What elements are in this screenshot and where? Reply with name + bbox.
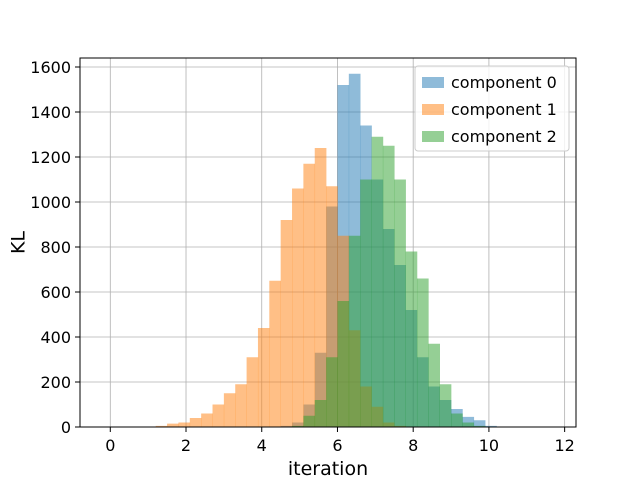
histogram-bar <box>439 384 452 427</box>
histogram-bar <box>167 423 179 427</box>
legend-label: component 2 <box>451 127 557 146</box>
x-axis-label: iteration <box>288 458 368 480</box>
histogram-bar <box>292 188 304 427</box>
x-tick-label: 10 <box>479 436 499 455</box>
histogram-bar <box>178 422 191 427</box>
histogram-bar <box>269 280 281 427</box>
x-tick-label: 6 <box>332 436 342 455</box>
legend-swatch <box>422 77 444 88</box>
histogram-bar <box>189 418 202 427</box>
histogram-bar <box>451 413 463 427</box>
y-tick-label: 1600 <box>30 58 71 77</box>
histogram-bar <box>314 400 327 427</box>
histogram-bar <box>292 425 304 427</box>
legend: component 0 component 1 component 2 <box>414 65 570 152</box>
histogram-bar <box>246 357 259 427</box>
histogram-bar <box>394 179 406 427</box>
histogram-bar <box>337 301 350 427</box>
histogram-bar <box>223 393 236 427</box>
histogram-bar <box>405 251 418 427</box>
histogram-bar <box>314 148 327 427</box>
histogram-bar <box>280 220 293 427</box>
y-tick-label: 1400 <box>30 103 71 122</box>
histogram-bar <box>473 425 486 427</box>
x-tick-label: 12 <box>554 436 574 455</box>
histogram-bar <box>212 404 225 427</box>
histogram-bar <box>201 413 213 427</box>
histogram-bar <box>303 415 316 427</box>
histogram-bar <box>371 136 384 427</box>
histogram-bar <box>485 425 497 427</box>
histogram-bar <box>462 416 475 427</box>
y-tick-label: 1000 <box>30 193 71 212</box>
legend-item: component 1 <box>422 100 557 119</box>
histogram-bar <box>155 425 168 427</box>
legend-box <box>414 65 570 152</box>
axis-ticks: 0 2 4 6 8 10 12 0 200 400 600 800 1000 1200 1400 1600 <box>30 58 575 455</box>
histogram-bars <box>155 73 497 427</box>
legend-swatch <box>422 131 444 142</box>
histogram-bar <box>235 384 247 427</box>
y-tick-label: 0 <box>61 418 71 437</box>
x-tick-label: 4 <box>257 436 267 455</box>
series-2-bars <box>292 136 486 427</box>
y-tick-label: 400 <box>40 328 71 347</box>
histogram-bar <box>462 422 475 427</box>
y-tick-label: 600 <box>40 283 71 302</box>
histogram-bar <box>303 163 316 427</box>
legend-item: component 2 <box>422 127 557 146</box>
histogram-bar <box>473 420 486 427</box>
x-tick-label: 0 <box>105 436 115 455</box>
histogram-bar <box>382 145 395 427</box>
legend-label: component 0 <box>451 73 557 92</box>
y-tick-label: 1200 <box>30 148 71 167</box>
histogram-bar <box>428 343 440 427</box>
histogram-bar <box>326 357 338 427</box>
histogram-bar <box>257 328 270 427</box>
x-tick-label: 2 <box>181 436 191 455</box>
y-tick-label: 200 <box>40 373 71 392</box>
plot-frame <box>79 57 577 428</box>
y-axis-label: KL <box>8 231 30 254</box>
histogram-bar <box>360 179 372 427</box>
histogram-bar <box>416 278 429 427</box>
legend-label: component 1 <box>451 100 557 119</box>
legend-swatch <box>422 104 444 115</box>
histogram-bar <box>348 235 361 427</box>
histogram-bar <box>326 186 338 427</box>
y-tick-label: 800 <box>40 238 71 257</box>
legend-item: component 0 <box>422 73 557 92</box>
x-tick-label: 8 <box>408 436 418 455</box>
